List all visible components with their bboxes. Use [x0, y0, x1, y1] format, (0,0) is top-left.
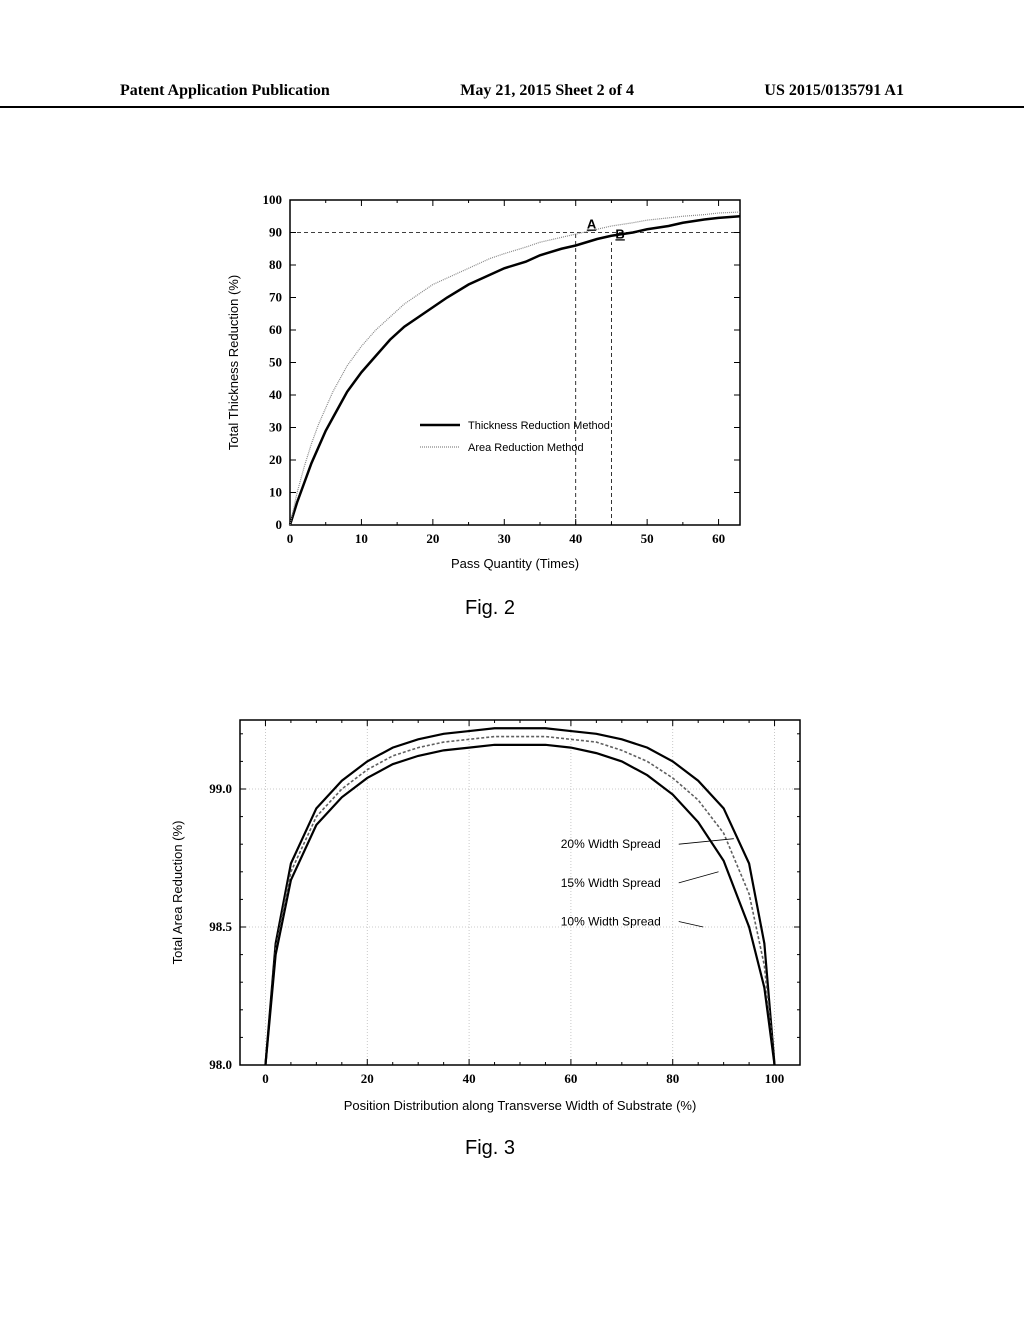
svg-text:30: 30 [498, 531, 511, 546]
svg-text:Pass Quantity (Times): Pass Quantity (Times) [451, 556, 579, 571]
header-right: US 2015/0135791 A1 [764, 82, 904, 100]
svg-text:60: 60 [712, 531, 725, 546]
page-header: Patent Application Publication May 21, 2… [0, 82, 1024, 108]
svg-text:100: 100 [765, 1071, 785, 1086]
svg-text:Position Distribution along Tr: Position Distribution along Transverse W… [344, 1098, 697, 1113]
svg-text:90: 90 [269, 225, 282, 240]
svg-text:20: 20 [269, 452, 282, 467]
svg-text:80: 80 [666, 1071, 679, 1086]
svg-text:10% Width Spread: 10% Width Spread [561, 914, 661, 928]
svg-text:Thickness Reduction Method: Thickness Reduction Method [468, 420, 610, 432]
svg-text:20: 20 [426, 531, 439, 546]
svg-text:0: 0 [262, 1071, 269, 1086]
svg-text:50: 50 [269, 355, 282, 370]
svg-text:30: 30 [269, 420, 282, 435]
svg-text:Total Thickness Reduction (%): Total Thickness Reduction (%) [226, 275, 241, 450]
svg-text:Total Area Reduction (%): Total Area Reduction (%) [170, 821, 185, 965]
svg-text:40: 40 [269, 387, 282, 402]
svg-text:98.0: 98.0 [209, 1057, 232, 1072]
svg-text:70: 70 [269, 290, 282, 305]
svg-text:80: 80 [269, 257, 282, 272]
svg-text:100: 100 [263, 192, 283, 207]
header-left: Patent Application Publication [120, 82, 330, 100]
figure-3-label: Fig. 3 [160, 1137, 820, 1160]
svg-text:10: 10 [355, 531, 368, 546]
figure-2-label: Fig. 2 [220, 597, 760, 620]
figure-3-chart: 0 20 40 60 80 100 98.0 98.5 99.0 20% Width Spread… [160, 700, 820, 1120]
svg-text:98.5: 98.5 [209, 919, 232, 934]
svg-text:20% Width Spread: 20% Width Spread [561, 837, 661, 851]
svg-text:10: 10 [269, 485, 282, 500]
svg-text:Area Reduction Method: Area Reduction Method [468, 442, 584, 454]
svg-text:B: B [615, 226, 624, 241]
svg-text:99.0: 99.0 [209, 781, 232, 796]
page: Patent Application Publication May 21, 2… [0, 0, 1024, 1320]
svg-text:0: 0 [276, 517, 283, 532]
figure-2-chart: 0 10 20 30 40 50 60 0 10 20 30 40 50 60 70 80 90 100 A B Thi… [220, 180, 760, 580]
svg-text:50: 50 [641, 531, 654, 546]
figure-3-container: 0 20 40 60 80 100 98.0 98.5 99.0 20% Width Spread… [160, 700, 820, 1160]
svg-text:40: 40 [463, 1071, 476, 1086]
svg-text:20: 20 [361, 1071, 374, 1086]
figure-2-container: 0 10 20 30 40 50 60 0 10 20 30 40 50 60 70 80 90 100 A B Thi… [220, 180, 760, 620]
svg-text:15% Width Spread: 15% Width Spread [561, 876, 661, 890]
svg-text:0: 0 [287, 531, 294, 546]
svg-text:60: 60 [564, 1071, 577, 1086]
svg-text:40: 40 [569, 531, 582, 546]
svg-text:60: 60 [269, 322, 282, 337]
header-center: May 21, 2015 Sheet 2 of 4 [460, 82, 634, 100]
svg-text:A: A [587, 217, 597, 232]
